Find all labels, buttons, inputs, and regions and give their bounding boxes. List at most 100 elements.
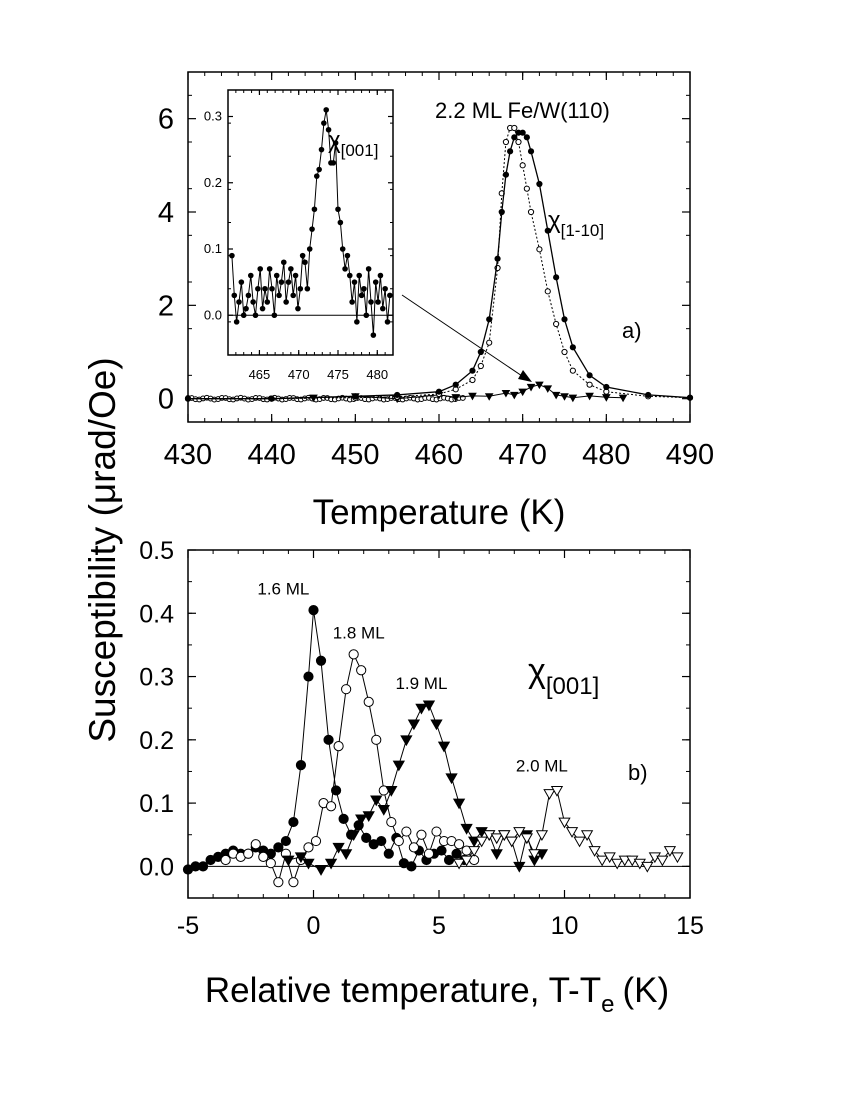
series-point-2 xyxy=(490,849,503,861)
panel-b-x-label: Relative temperature, T-Te (K) xyxy=(205,971,669,1018)
panel-a-label: a) xyxy=(622,318,642,343)
x-tick-label: 490 xyxy=(666,439,714,471)
x-tick-label: 475 xyxy=(327,367,349,382)
inset-series-point xyxy=(292,272,299,279)
series-point-filled xyxy=(394,391,401,399)
series-point-triangle xyxy=(518,388,527,397)
y-tick-label: 0.4 xyxy=(139,600,174,628)
x-tick-label: 450 xyxy=(331,439,379,471)
series-point-1 xyxy=(348,649,359,660)
series-point-3 xyxy=(475,836,488,848)
panel-a-x-label: Temperature (K) xyxy=(313,493,566,532)
series-point-filled xyxy=(507,148,514,155)
series-point-open xyxy=(586,381,593,388)
inset-series-point xyxy=(283,299,289,305)
series-point-3 xyxy=(513,827,526,838)
series-point-open xyxy=(561,348,568,356)
series-point-filled xyxy=(561,316,568,323)
series-point-open xyxy=(553,320,560,328)
series-point-triangle xyxy=(509,391,519,400)
series-point-filled xyxy=(586,372,593,379)
inset-pointer-arrow xyxy=(401,294,529,381)
inset-series-point xyxy=(252,312,259,319)
series-point-0 xyxy=(308,605,319,616)
series-point-2 xyxy=(332,842,345,854)
series-point-2 xyxy=(385,785,398,797)
series-point-filled xyxy=(477,348,484,356)
inset-series-point xyxy=(335,206,341,213)
series-label-1: 1.8 ML xyxy=(333,624,385,643)
series-point-1 xyxy=(303,842,314,853)
series-point-2 xyxy=(392,760,405,772)
series-point-3 xyxy=(528,849,541,861)
inset-series-point xyxy=(271,312,278,319)
series-point-triangle xyxy=(484,393,494,401)
series-point-2 xyxy=(302,858,315,870)
series-point-1 xyxy=(401,826,412,837)
series-point-3 xyxy=(550,785,564,797)
x-tick-label: 470 xyxy=(288,367,310,382)
inset-series-point xyxy=(346,272,353,279)
inset-series-point xyxy=(255,285,261,292)
series-point-0 xyxy=(383,848,394,859)
inset-series-point xyxy=(269,285,275,292)
series-point-filled xyxy=(523,134,530,141)
y-tick-label: 0.1 xyxy=(204,241,222,256)
series-point-3 xyxy=(558,817,571,829)
inset-series-point xyxy=(387,292,393,299)
x-label-subscript: e xyxy=(601,991,614,1018)
inset-series-point xyxy=(365,266,372,272)
series-point-0 xyxy=(406,861,417,872)
y-tick-label: 0.0 xyxy=(204,307,222,322)
series-point-1 xyxy=(265,858,276,869)
series-point-open xyxy=(515,138,522,146)
series-point-triangle xyxy=(543,385,553,393)
series-point-open xyxy=(502,138,510,146)
series-point-open xyxy=(523,185,530,192)
inset-series-point xyxy=(266,266,273,272)
series-point-filled xyxy=(452,381,459,388)
series-label-0: 1.6 ML xyxy=(257,579,309,598)
series-point-2 xyxy=(377,804,390,816)
series-point-3 xyxy=(520,833,534,845)
series-point-0 xyxy=(315,655,327,666)
series-point-2 xyxy=(415,703,428,715)
panel-b-label: b) xyxy=(628,760,648,785)
series-point-3 xyxy=(618,855,631,867)
inset-series-point xyxy=(349,299,355,305)
inset-series-point xyxy=(323,107,330,113)
series-point-triangle xyxy=(568,394,578,403)
inset-series-point xyxy=(290,292,297,299)
series-point-3 xyxy=(565,827,579,838)
chi-subscript: [1-10] xyxy=(561,221,604,240)
panel-b: b) χ[001] Relative temperature, T-Te (K) … xyxy=(139,537,704,1018)
inset-series-point xyxy=(233,319,240,325)
series-point-filled xyxy=(536,180,543,188)
y-tick-label: 0.3 xyxy=(139,664,174,692)
series-point-0 xyxy=(451,848,462,859)
series-point-2 xyxy=(400,735,413,747)
inset-series-point xyxy=(247,272,254,279)
inset-series-point xyxy=(330,160,337,166)
series-point-0 xyxy=(323,734,334,745)
inset-series-point xyxy=(288,266,294,272)
series-point-filled xyxy=(511,134,518,141)
series-label-3: 2.0 ML xyxy=(516,756,568,775)
x-label-unit: (K) xyxy=(622,971,669,1010)
inset-series-point xyxy=(368,299,374,305)
series-point-1 xyxy=(250,839,261,850)
series-point-filled xyxy=(469,367,476,374)
series-point-3 xyxy=(460,855,473,867)
x-tick-label: 5 xyxy=(432,912,446,940)
y-tick-label: 0.2 xyxy=(204,175,222,190)
series-point-2 xyxy=(355,814,368,826)
series-point-1 xyxy=(408,842,419,853)
inset-series-point xyxy=(372,279,379,285)
series-point-3 xyxy=(595,855,609,867)
series-point-3 xyxy=(588,846,601,857)
series-point-1 xyxy=(258,851,269,862)
inset-series-point xyxy=(238,279,245,285)
inset-series-point xyxy=(236,299,242,305)
series-point-3 xyxy=(505,836,518,848)
